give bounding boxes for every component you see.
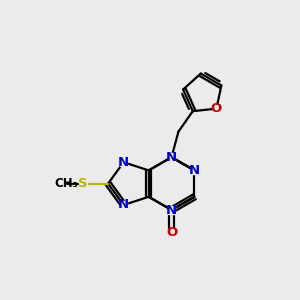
- Bar: [168, 154, 175, 161]
- Text: CH₃: CH₃: [55, 177, 79, 190]
- Bar: [168, 229, 175, 236]
- Bar: [191, 167, 198, 174]
- Text: O: O: [166, 226, 177, 239]
- Bar: [120, 158, 127, 166]
- Bar: [79, 180, 87, 188]
- Text: O: O: [211, 102, 222, 115]
- Bar: [168, 206, 175, 214]
- Bar: [213, 105, 220, 112]
- Text: N: N: [118, 199, 129, 212]
- Text: N: N: [189, 164, 200, 177]
- Bar: [120, 201, 127, 209]
- Text: N: N: [166, 203, 177, 217]
- Text: S: S: [78, 177, 88, 190]
- Text: N: N: [166, 151, 177, 164]
- Text: N: N: [118, 156, 129, 169]
